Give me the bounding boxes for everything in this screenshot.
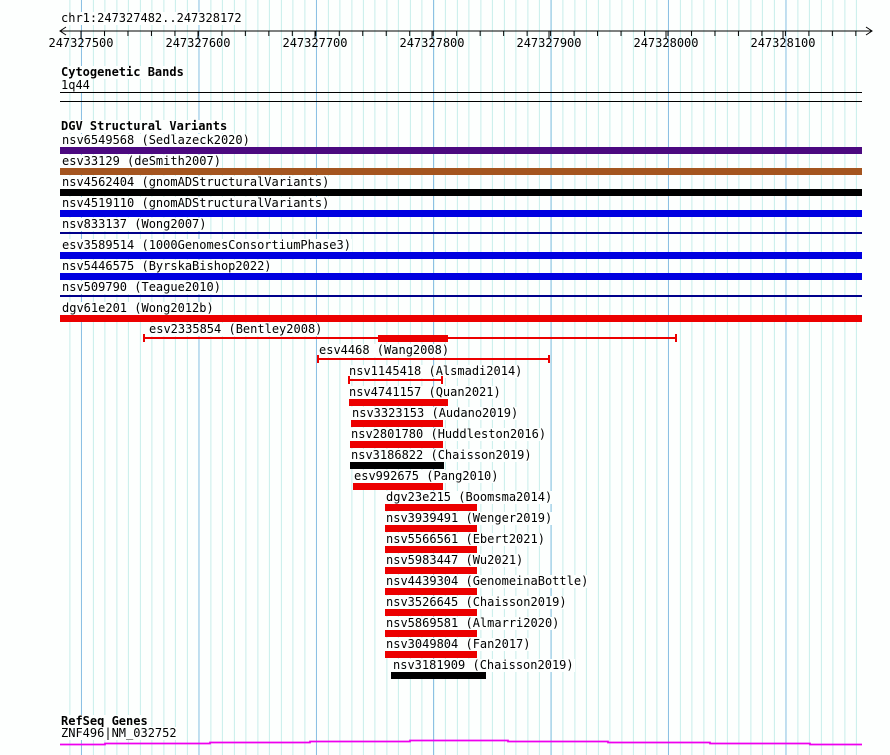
variant-label[interactable]: esv992675 (Pang2010) bbox=[353, 469, 500, 483]
ruler-tick-label: 247328000 bbox=[633, 36, 698, 50]
variant-label[interactable]: nsv3526645 (Chaisson2019) bbox=[385, 595, 568, 609]
variant-label[interactable]: dgv23e215 (Boomsma2014) bbox=[385, 490, 554, 504]
variant-label[interactable]: dgv61e201 (Wong2012b) bbox=[61, 301, 215, 315]
cytobands-section-title: Cytogenetic Bands bbox=[60, 65, 185, 79]
variant-bar[interactable] bbox=[60, 210, 862, 217]
coordinate-ruler: 247327500 247327600 247327700 247327800 2473… bbox=[48, 26, 873, 50]
variant-label[interactable]: nsv5983447 (Wu2021) bbox=[385, 553, 525, 567]
variant-bar[interactable] bbox=[385, 609, 477, 616]
variant-bar[interactable] bbox=[60, 168, 862, 175]
variant-bar[interactable] bbox=[385, 504, 477, 511]
variant-bar[interactable] bbox=[351, 420, 443, 427]
variant-label[interactable]: nsv5869581 (Almarri2020) bbox=[385, 616, 561, 630]
variant-bar[interactable] bbox=[60, 273, 862, 280]
ruler-tick-label: 247327800 bbox=[399, 36, 464, 50]
variant-label[interactable]: nsv4519110 (gnomADStructuralVariants) bbox=[61, 196, 331, 210]
variant-bar[interactable] bbox=[60, 315, 862, 322]
variant-thin-line[interactable] bbox=[60, 295, 862, 297]
variant-label[interactable]: nsv2801780 (Huddleston2016) bbox=[350, 427, 548, 441]
variant-bar[interactable] bbox=[60, 252, 862, 259]
variant-range-cap-left[interactable] bbox=[143, 334, 145, 342]
ruler-tick-label: 247328100 bbox=[750, 36, 815, 50]
variant-range-line[interactable] bbox=[348, 379, 443, 381]
variant-label[interactable]: nsv3323153 (Audano2019) bbox=[351, 406, 520, 420]
variant-label[interactable]: nsv509790 (Teague2010) bbox=[61, 280, 222, 294]
variant-bar[interactable] bbox=[353, 483, 443, 490]
variant-bar[interactable] bbox=[350, 462, 444, 469]
variant-label[interactable]: esv4468 (Wang2008) bbox=[318, 343, 451, 357]
variant-bar[interactable] bbox=[349, 399, 448, 406]
variant-label[interactable]: nsv4439304 (GenomeinaBottle) bbox=[385, 574, 590, 588]
variant-label[interactable]: esv2335854 (Bentley2008) bbox=[148, 322, 324, 336]
variant-label[interactable]: nsv5566561 (Ebert2021) bbox=[385, 532, 546, 546]
variant-label[interactable]: nsv833137 (Wong2007) bbox=[61, 217, 208, 231]
variant-bar[interactable] bbox=[385, 630, 477, 637]
variant-bar[interactable] bbox=[385, 546, 477, 553]
variant-label[interactable]: esv33129 (deSmith2007) bbox=[61, 154, 222, 168]
variant-bar[interactable] bbox=[391, 672, 486, 679]
variant-label[interactable]: nsv3049804 (Fan2017) bbox=[385, 637, 532, 651]
variant-label[interactable]: nsv1145418 (Alsmadi2014) bbox=[348, 364, 524, 378]
variant-range-cap-right[interactable] bbox=[675, 334, 677, 342]
variant-label[interactable]: esv3589514 (1000GenomesConsortiumPhase3) bbox=[61, 238, 352, 252]
variant-range-cap-right[interactable] bbox=[548, 355, 550, 363]
gene-label[interactable]: ZNF496|NM_032752 bbox=[60, 726, 178, 740]
cytoband-glyph bbox=[60, 92, 862, 102]
variant-thin-line[interactable] bbox=[60, 232, 862, 234]
variant-label[interactable]: nsv4741157 (Quan2021) bbox=[348, 385, 502, 399]
cytoband-label: 1q44 bbox=[60, 78, 91, 92]
variant-range-cap-left[interactable] bbox=[348, 376, 350, 384]
variant-range-cap-left[interactable] bbox=[317, 355, 319, 363]
variant-label[interactable]: nsv3181909 (Chaisson2019) bbox=[392, 658, 575, 672]
variant-bar[interactable] bbox=[385, 525, 477, 532]
variant-range-line[interactable] bbox=[317, 358, 550, 360]
variant-range-cap-right[interactable] bbox=[441, 376, 443, 384]
variant-bar[interactable] bbox=[350, 441, 443, 448]
variant-bar[interactable] bbox=[385, 588, 477, 595]
region-label: chr1:247327482..247328172 bbox=[60, 11, 243, 25]
variant-label[interactable]: nsv5446575 (ByrskaBishop2022) bbox=[61, 259, 273, 273]
ruler-tick-label: 247327900 bbox=[516, 36, 581, 50]
ruler-tick-label: 247327700 bbox=[282, 36, 347, 50]
variant-range-thick-segment[interactable] bbox=[378, 335, 448, 342]
variant-bar[interactable] bbox=[385, 651, 477, 658]
ruler-tick-label: 247327500 bbox=[48, 36, 113, 50]
variant-label[interactable]: nsv4562404 (gnomADStructuralVariants) bbox=[61, 175, 331, 189]
refseq-section-title: RefSeq Genes bbox=[60, 714, 149, 728]
variant-bar[interactable] bbox=[60, 147, 862, 154]
ruler-tick-label: 247327600 bbox=[165, 36, 230, 50]
variant-label[interactable]: nsv6549568 (Sedlazeck2020) bbox=[61, 133, 251, 147]
variant-label[interactable]: nsv3939491 (Wenger2019) bbox=[385, 511, 554, 525]
variant-bar[interactable] bbox=[385, 567, 477, 574]
variant-bar[interactable] bbox=[60, 189, 862, 196]
dgv-section-title: DGV Structural Variants bbox=[60, 119, 229, 133]
variant-label[interactable]: nsv3186822 (Chaisson2019) bbox=[350, 448, 533, 462]
